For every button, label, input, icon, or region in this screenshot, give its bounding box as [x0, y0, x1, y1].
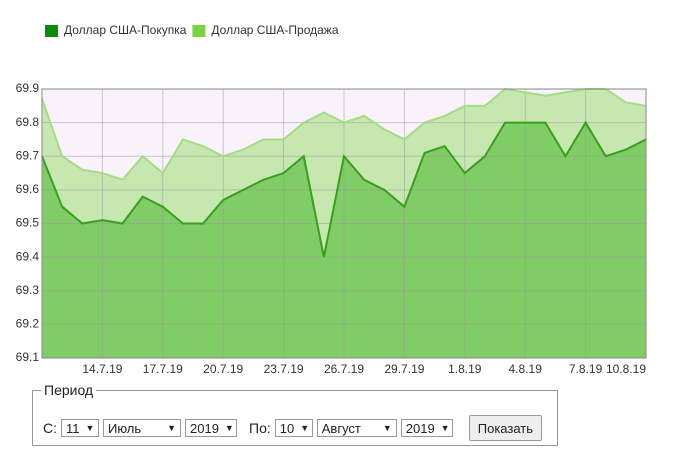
legend-label: Доллар США-Продажа — [211, 23, 338, 37]
y-tick-label: 69.3 — [16, 283, 40, 297]
form-row: С: 11 Июль 2019 По: 10 Август 2019 Показ… — [43, 415, 543, 441]
x-tick-label: 29.7.19 — [384, 362, 424, 376]
y-tick-label: 69.5 — [16, 216, 40, 230]
x-tick-label: 20.7.19 — [203, 362, 243, 376]
from-label: С: — [43, 420, 57, 436]
x-tick-label: 14.7.19 — [82, 362, 122, 376]
legend-swatch — [45, 25, 58, 37]
period-form: Период С: 11 Июль 2019 По: 10 Август 201… — [32, 382, 558, 446]
plot-frame — [41, 88, 647, 359]
from-day[interactable]: 11 — [61, 419, 99, 437]
x-tick-label: 1.8.19 — [448, 362, 482, 376]
y-tick-label: 69.6 — [16, 182, 40, 196]
to-label: По: — [249, 420, 271, 436]
y-tick-label: 69.7 — [16, 148, 40, 162]
x-tick-label: 26.7.19 — [324, 362, 364, 376]
form-legend: Период — [41, 382, 97, 398]
show-button[interactable]: Показать — [468, 415, 543, 441]
y-tick-label: 69.4 — [16, 249, 40, 263]
from-year[interactable]: 2019 — [185, 419, 237, 437]
x-tick-label: 7.8.19 — [569, 362, 603, 376]
line — [41, 120, 647, 258]
legend-swatch — [192, 25, 206, 37]
from-month[interactable]: Июль — [103, 419, 181, 437]
line — [41, 87, 647, 181]
y-tick-label: 69.2 — [16, 317, 40, 331]
to-day[interactable]: 10 — [274, 419, 313, 437]
x-tick-label: 23.7.19 — [264, 362, 304, 376]
y-tick-label: 69.1 — [16, 350, 40, 364]
to-month[interactable]: Август — [316, 419, 397, 437]
to-year[interactable]: 2019 — [400, 419, 453, 437]
chart: Доллар США-Покупка Доллар США-Продажа 69.1… — [16, 23, 647, 376]
legend-label: Доллар США-Покупка — [64, 23, 187, 37]
y-tick-label: 69.9 — [16, 81, 40, 95]
y-tick-label: 69.8 — [16, 115, 40, 129]
x-tick-label: 4.8.19 — [509, 362, 543, 376]
x-tick-label: 10.8.19 — [606, 362, 646, 376]
x-tick-label: 17.7.19 — [143, 362, 183, 376]
